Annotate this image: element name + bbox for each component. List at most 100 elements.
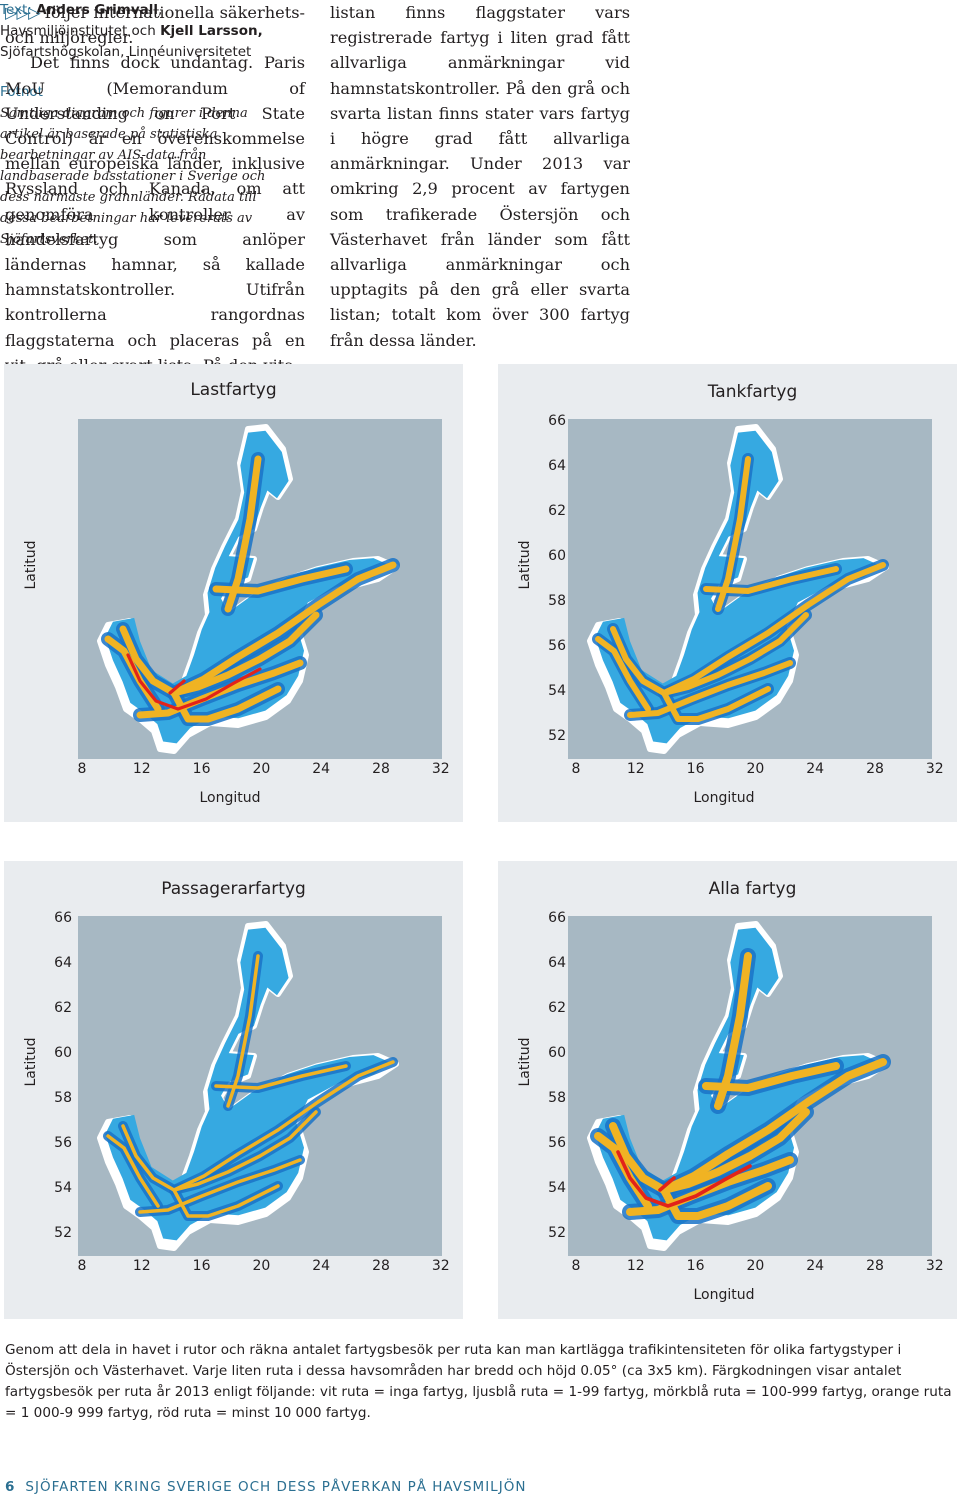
- heavy-traffic-route: [609, 1058, 887, 1194]
- x-tick-label: 24: [312, 761, 331, 777]
- x-tick-label: 20: [252, 1258, 271, 1274]
- y-tick-label: 58: [548, 1090, 566, 1106]
- x-tick-label: 32: [925, 1258, 944, 1274]
- article-column-2: listan finns flaggstater vars registrera…: [330, 0, 630, 353]
- y-tick-label: 52: [54, 1225, 72, 1241]
- heavy-traffic-route: [627, 660, 793, 718]
- heavy-traffic-route: [595, 636, 651, 712]
- y-tick-label: 54: [548, 683, 566, 699]
- footnote-text: Samtliga diagram och figurer i denna art…: [0, 106, 266, 247]
- x-tick-label: 8: [77, 761, 87, 777]
- heavy-traffic-route: [610, 562, 886, 696]
- y-tick-label: 60: [548, 1045, 566, 1061]
- heavy-traffic-route: [172, 1184, 280, 1218]
- heavy-traffic-route: [214, 1064, 348, 1090]
- y-tick-label: 64: [548, 955, 566, 971]
- footnote-heading: Fotnot: [0, 84, 43, 100]
- panel-title: Alla fartyg: [708, 879, 797, 899]
- y-tick-label: 62: [54, 1000, 72, 1016]
- y-tick-label: 52: [548, 728, 566, 744]
- very-heavy-traffic-route: [168, 679, 186, 695]
- y-axis-label: Latitud: [23, 540, 39, 590]
- heavy-traffic-route: [703, 566, 839, 594]
- panel-title: Lastfartyg: [190, 380, 277, 400]
- paragraph: Det finns dock undantag. Paris MoU (Memo…: [5, 53, 305, 374]
- heavy-traffic-route: [170, 611, 320, 697]
- y-tick-label: 58: [54, 1090, 72, 1106]
- y-tick-label: 62: [548, 1000, 566, 1016]
- heavy-traffic-route: [212, 565, 350, 595]
- x-axis-label: Longitud: [693, 790, 755, 806]
- heavy-traffic-route: [714, 952, 752, 1110]
- x-tick-label: 20: [252, 761, 271, 777]
- x-tick-label: 8: [571, 761, 581, 777]
- heavy-traffic-route: [226, 954, 260, 1108]
- heavy-traffic-route: [172, 1110, 318, 1192]
- figure-caption: Genom att dela in havet i rutor och räkn…: [5, 1342, 952, 1421]
- panel-title: Tankfartyg: [707, 382, 798, 402]
- map-panel-lastfartyg: Lastfartyg Latitud 8 12 16 20 24 28 32 Longitu…: [4, 364, 463, 822]
- baltic-sea-map: [587, 424, 889, 754]
- x-tick-label: 16: [192, 761, 211, 777]
- heavy-traffic-route: [660, 1182, 772, 1220]
- traffic-map: [78, 419, 442, 759]
- x-tick-label: 32: [431, 1258, 450, 1274]
- paragraph: ▷▷▷ följer internationella säkerhets- oc…: [5, 3, 305, 48]
- y-tick-label: 60: [54, 1045, 72, 1061]
- x-tick-label: 24: [312, 1258, 331, 1274]
- very-heavy-traffic-route: [616, 1150, 752, 1208]
- x-tick-label: 32: [431, 761, 450, 777]
- x-axis-label: Longitud: [199, 790, 261, 806]
- y-tick-label: 56: [548, 638, 566, 654]
- y-tick-label: 54: [548, 1180, 566, 1196]
- y-tick-label: 64: [548, 458, 566, 474]
- map-panel-passagerarfartyg: Passagerarfartyg Latitud 66 64 62 60 58 56 54 5…: [4, 861, 463, 1319]
- heavy-traffic-route: [660, 1108, 810, 1194]
- heavy-traffic-route: [715, 456, 751, 612]
- x-tick-label: 16: [686, 761, 705, 777]
- x-tick-label: 16: [686, 1258, 705, 1274]
- very-heavy-traffic-route: [126, 653, 262, 711]
- x-tick-label: 24: [806, 761, 825, 777]
- y-tick-label: 66: [548, 910, 566, 926]
- y-tick-label: 56: [548, 1135, 566, 1151]
- baltic-sea-map: [97, 424, 400, 754]
- traffic-map: [568, 916, 932, 1256]
- y-tick-label: 58: [548, 593, 566, 609]
- page-number: 6: [5, 1479, 16, 1495]
- y-tick-label: 64: [54, 955, 72, 971]
- x-tick-label: 12: [132, 761, 151, 777]
- y-tick-label: 66: [54, 910, 72, 926]
- author-credit: Text: Anders Grimvall, Havsmiljöinstitut…: [0, 2, 263, 60]
- heavy-traffic-route: [121, 1060, 395, 1192]
- very-heavy-traffic-route: [658, 1176, 676, 1192]
- traffic-map: [568, 419, 932, 759]
- x-tick-label: 28: [372, 1258, 390, 1274]
- baltic-sea-map: [587, 921, 891, 1251]
- continuation-arrows-icon: ▷▷▷: [5, 3, 41, 22]
- credits-column: Text: Anders Grimvall, Havsmiljöinstitut…: [0, 0, 275, 250]
- y-tick-label: 52: [548, 1225, 566, 1241]
- baltic-sea-map: [97, 921, 399, 1251]
- y-tick-label: 54: [54, 1180, 72, 1196]
- article-column-1: ▷▷▷ följer internationella säkerhets- oc…: [5, 0, 305, 378]
- x-tick-label: 28: [372, 761, 390, 777]
- x-tick-label: 20: [746, 1258, 765, 1274]
- heavy-traffic-route: [119, 561, 397, 697]
- y-tick-label: 60: [548, 548, 566, 564]
- x-tick-label: 12: [626, 761, 645, 777]
- y-tick-label: 66: [548, 413, 566, 429]
- heavy-traffic-route: [170, 685, 282, 723]
- x-tick-label: 32: [925, 761, 944, 777]
- x-tick-label: 16: [192, 1258, 211, 1274]
- x-tick-label: 8: [571, 1258, 581, 1274]
- x-tick-label: 24: [806, 1258, 825, 1274]
- page-footer: 6 SJÖFARTEN KRING SVERIGE OCH DESS PÅVERK…: [5, 1479, 526, 1495]
- traffic-map: [78, 916, 442, 1256]
- panel-title: Passagerarfartyg: [161, 879, 306, 899]
- heavy-traffic-route: [138, 1158, 302, 1214]
- x-tick-label: 28: [866, 761, 884, 777]
- y-tick-label: 56: [54, 1135, 72, 1151]
- heavy-traffic-route: [106, 1134, 160, 1208]
- x-tick-label: 20: [746, 761, 765, 777]
